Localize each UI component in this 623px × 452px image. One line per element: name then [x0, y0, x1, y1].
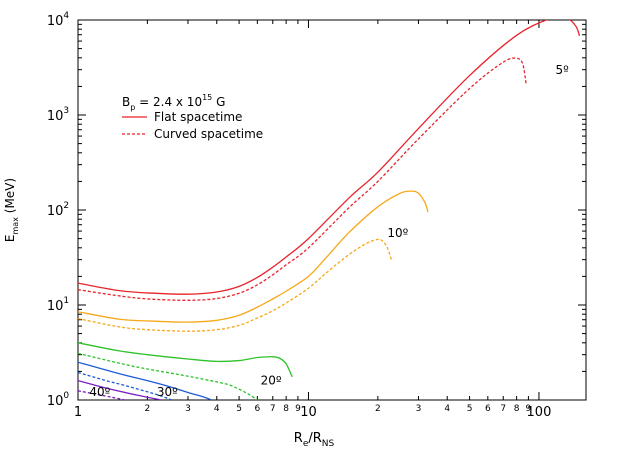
angle-annotation: 30º: [157, 385, 178, 399]
y-tick-label: 100: [47, 391, 70, 409]
series-line-dashed: [78, 238, 393, 332]
series-line-dashed: [78, 352, 258, 400]
y-tick-label: 101: [47, 296, 69, 314]
series-line-solid: [78, 361, 212, 400]
x-minor-tick-label: 3: [416, 404, 422, 414]
x-minor-tick-label: 6: [485, 404, 491, 414]
x-minor-tick-label: 2: [375, 404, 381, 414]
x-tick-label: 1: [74, 405, 82, 420]
x-minor-tick-label: 7: [500, 404, 506, 414]
x-minor-tick-label: 5: [236, 404, 242, 414]
x-minor-tick-label: 2: [145, 404, 151, 414]
angle-annotation: 10º: [387, 226, 408, 240]
axis-ticks: [77, 19, 586, 401]
x-tick-label: 100: [527, 405, 552, 420]
x-minor-tick-label: 8: [514, 404, 520, 414]
legend-header: Bp = 2.4 x 1015 G: [122, 93, 225, 112]
angle-annotation: 20º: [261, 374, 282, 388]
series-line-solid: [78, 20, 581, 295]
x-minor-tick-label: 9: [295, 404, 301, 414]
x-minor-tick-label: 4: [214, 404, 220, 414]
legend-label: Curved spacetime: [154, 127, 263, 141]
legend-label: Flat spacetime: [154, 110, 242, 124]
x-minor-tick-label: 8: [283, 404, 289, 414]
series-line-dashed: [78, 57, 527, 301]
series-line-solid: [78, 190, 429, 323]
x-minor-tick-label: 3: [185, 404, 191, 414]
x-minor-tick-label: 5: [467, 404, 473, 414]
x-minor-tick-label: 4: [444, 404, 450, 414]
y-axis-title: Emax (MeV): [3, 178, 20, 242]
x-minor-tick-label: 7: [270, 404, 276, 414]
angle-annotation: 5º: [556, 63, 570, 77]
plot-frame: [77, 19, 587, 401]
series-layer: [78, 20, 581, 400]
series-line-solid: [78, 379, 162, 400]
x-minor-tick-label: 9: [526, 404, 532, 414]
y-tick-label: 103: [47, 106, 69, 124]
series-line-dashed: [78, 390, 126, 400]
angle-annotation: 40º: [89, 385, 110, 399]
x-tick-label: 10: [300, 405, 317, 420]
x-axis-title: Re/RNS: [294, 431, 335, 449]
series-line-solid: [78, 342, 293, 378]
y-tick-label: 104: [47, 11, 70, 29]
x-minor-tick-label: 6: [254, 404, 260, 414]
y-tick-label: 102: [47, 201, 69, 219]
series-line-dashed: [78, 371, 172, 400]
